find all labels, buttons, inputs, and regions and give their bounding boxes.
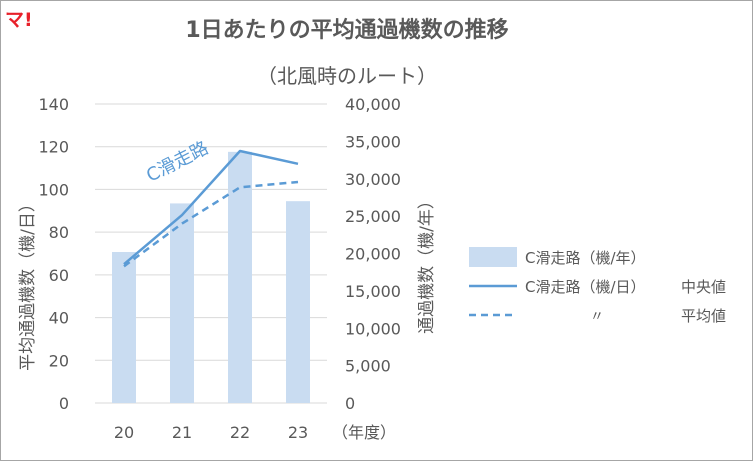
right-tick-label: 10,000 [345, 319, 401, 338]
legend-mean-suffix: 平均値 [681, 307, 726, 325]
line-series [123, 149, 299, 268]
left-tick-label: 60 [49, 266, 69, 285]
right-tick-label: 35,000 [345, 132, 401, 151]
right-axis-label: 通過機数（機/年） [417, 192, 437, 334]
right-tick-label: 20,000 [345, 245, 401, 264]
left-axis-label: 平均通過機数（機/日） [18, 195, 38, 371]
median-line [123, 149, 299, 266]
chart-subtitle: （北風時のルート） [257, 64, 437, 88]
left-tick-label: 20 [49, 351, 69, 370]
chart-title: 1日あたりの平均通過機数の推移 [185, 17, 508, 43]
left-tick-label: 120 [38, 138, 69, 157]
bar-series [112, 151, 310, 403]
right-tick-label: 15,000 [345, 282, 401, 301]
right-tick-label: 30,000 [345, 170, 401, 189]
legend-bar-swatch [469, 247, 517, 267]
legend-median-suffix: 中央値 [681, 278, 726, 296]
x-tick-label: 21 [172, 423, 192, 442]
left-tick-label: 140 [38, 95, 69, 114]
legend: C滑走路（機/年） C滑走路（機/日） 中央値 〃 平均値 [469, 247, 726, 325]
right-tick-label: 5,000 [345, 357, 391, 376]
left-tick-label: 40 [49, 309, 69, 328]
right-tick-label: 25,000 [345, 207, 401, 226]
bar [228, 151, 252, 403]
logo: マ! [5, 9, 33, 31]
right-tick-label: 40,000 [345, 95, 401, 114]
legend-median-label: C滑走路（機/日） [525, 278, 646, 296]
mean-line [123, 180, 299, 268]
left-tick-label: 80 [49, 223, 69, 242]
bar [112, 252, 136, 403]
bar [170, 203, 194, 403]
left-tick-label: 0 [59, 394, 69, 413]
x-tick-label: 20 [114, 423, 134, 442]
legend-ditto-mark: 〃 [590, 309, 604, 325]
right-tick-label: 0 [345, 394, 355, 413]
x-tick-label: 22 [230, 423, 250, 442]
left-axis-ticks: 0 20 40 60 80 100 120 140 [38, 95, 69, 413]
legend-bar-label: C滑走路（機/年） [525, 249, 646, 267]
right-axis-ticks: 0 5,000 10,000 15,000 20,000 25,000 30,000 35,0… [345, 95, 401, 413]
series-annotation: C滑走路 [143, 138, 212, 187]
x-axis-ticks: 20 21 22 23 [114, 423, 308, 442]
left-tick-label: 100 [38, 180, 69, 199]
x-tick-label: 23 [288, 423, 308, 442]
bar [286, 201, 310, 403]
x-unit-label: （年度） [332, 423, 396, 442]
